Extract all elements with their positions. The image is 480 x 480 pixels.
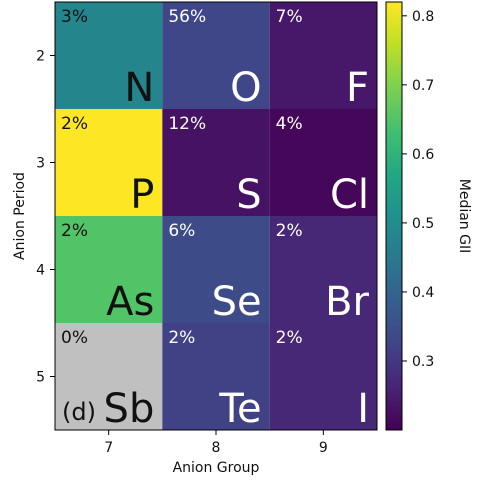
heatmap-cell-br [269,216,377,323]
cell-percent-label-sb: 0% [61,328,88,348]
cell-percent-label-o: 56% [168,7,206,27]
heatmap-cell-n [55,2,163,109]
heatmap-cells: 3% N 56% O 7% F 2% P 12% S 4% Cl 2% As 6% Se 2% Br 0% Sb 2% T… [55,2,377,432]
heatmap-cell-p [55,109,163,216]
colorbar-tick-label: 0.5 [412,216,434,232]
cell-element-symbol-te: Te [218,386,261,432]
heatmap-cell-i [269,323,377,430]
y-tick-label: 2 [36,49,45,65]
x-tick-label: 9 [319,440,328,456]
panel-label: (d) [62,398,96,426]
y-axis-label: Anion Period [12,172,28,260]
heatmap-cell-te [162,323,270,430]
x-axis: 7 8 9 [104,430,328,456]
y-tick-label: 4 [36,263,45,279]
heatmap-cell-cl [269,109,377,216]
cell-percent-label-f: 7% [276,7,303,27]
cell-element-symbol-as: As [106,279,154,325]
x-tick-label: 8 [212,440,221,456]
y-tick-label: 5 [36,370,45,386]
cell-element-symbol-f: F [346,65,369,111]
heatmap-cell-s [162,109,270,216]
y-axis: 2 3 4 5 [36,49,55,386]
cell-element-symbol-s: S [236,172,261,218]
colorbar-label: Median GII [456,179,472,253]
colorbar-tick-label: 0.7 [412,78,434,94]
colorbar-ticks: 0.3 0.4 0.5 0.6 0.7 0.8 [402,9,434,370]
heatmap-cell-se [162,216,270,323]
cell-element-symbol-sb: Sb [104,386,155,432]
cell-percent-label-i: 2% [276,328,303,348]
colorbar: 0.3 0.4 0.5 0.6 0.7 0.8 Median GII [385,1,472,431]
heatmap-cell-as [55,216,163,323]
x-tick-label: 7 [104,440,113,456]
x-axis-label: Anion Group [173,460,260,476]
cell-percent-label-se: 6% [168,221,195,241]
cell-percent-label-cl: 4% [276,114,303,134]
colorbar-tick-label: 0.4 [412,285,434,301]
cell-element-symbol-se: Se [212,279,262,325]
cell-element-symbol-o: O [230,65,261,111]
colorbar-tick-label: 0.8 [412,9,434,25]
colorbar-tick-label: 0.3 [412,354,434,370]
cell-percent-label-br: 2% [276,221,303,241]
colorbar-gradient [385,1,403,431]
colorbar-tick-label: 0.6 [412,147,434,163]
cell-percent-label-n: 3% [61,7,88,27]
cell-percent-label-s: 12% [168,114,206,134]
cell-element-symbol-i: I [357,386,369,432]
cell-percent-label-as: 2% [61,221,88,241]
cell-element-symbol-p: P [130,172,154,218]
cell-percent-label-te: 2% [168,328,195,348]
heatmap-cell-o [162,2,270,109]
heatmap-cell-f [269,2,377,109]
cell-element-symbol-n: N [124,65,154,111]
heatmap-cell-sb [55,323,163,430]
cell-element-symbol-br: Br [325,279,369,325]
cell-percent-label-p: 2% [61,114,88,134]
cell-element-symbol-cl: Cl [330,172,369,218]
y-tick-label: 3 [36,156,45,172]
